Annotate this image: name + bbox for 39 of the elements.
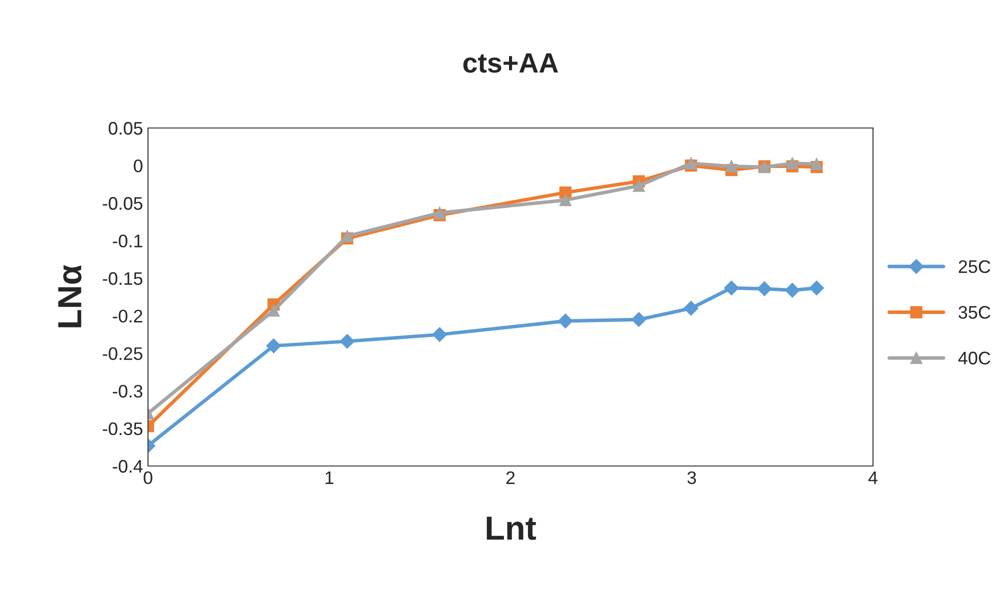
point [632,180,645,192]
x-tick-label: 4 [868,472,878,484]
point [684,157,698,170]
point [786,157,798,170]
y-tick-label: -0.2 [112,310,142,322]
y-tick-label: -0.4 [112,460,143,473]
point [684,300,698,316]
x-axis-title: Lnt [486,516,536,540]
point [558,314,573,328]
x-tick-label: 3 [687,471,696,484]
y-axis-title: LNα [58,264,82,328]
y-tick-label: -0.35 [102,422,142,436]
legend-label: 40C [958,352,990,364]
legend-label: 25C [958,260,990,274]
y-tick-label: -0.1 [112,234,142,248]
y-tick-label: 0.05 [108,122,142,135]
point [266,338,281,354]
x-tick-label: 0 [144,471,152,484]
x-tick-label: 2 [506,471,515,484]
point [810,158,823,170]
point [757,281,772,296]
chart-title: cts+AA [463,53,558,73]
x-tick-label: 1 [326,472,334,484]
y-tick-label: -0.3 [112,384,142,398]
legend-label: 35C [958,306,990,319]
y-tick-label: -0.25 [102,347,142,360]
point [340,334,355,349]
point [724,280,739,296]
point [784,282,800,298]
y-tick-label: -0.15 [102,272,142,285]
point [559,194,572,206]
y-tick-label: -0.05 [102,197,142,210]
point [631,312,646,327]
point [432,327,448,342]
point [809,280,824,296]
point [725,160,738,172]
point [434,206,446,219]
point [268,304,280,317]
y-tick-label: 0 [134,159,142,172]
